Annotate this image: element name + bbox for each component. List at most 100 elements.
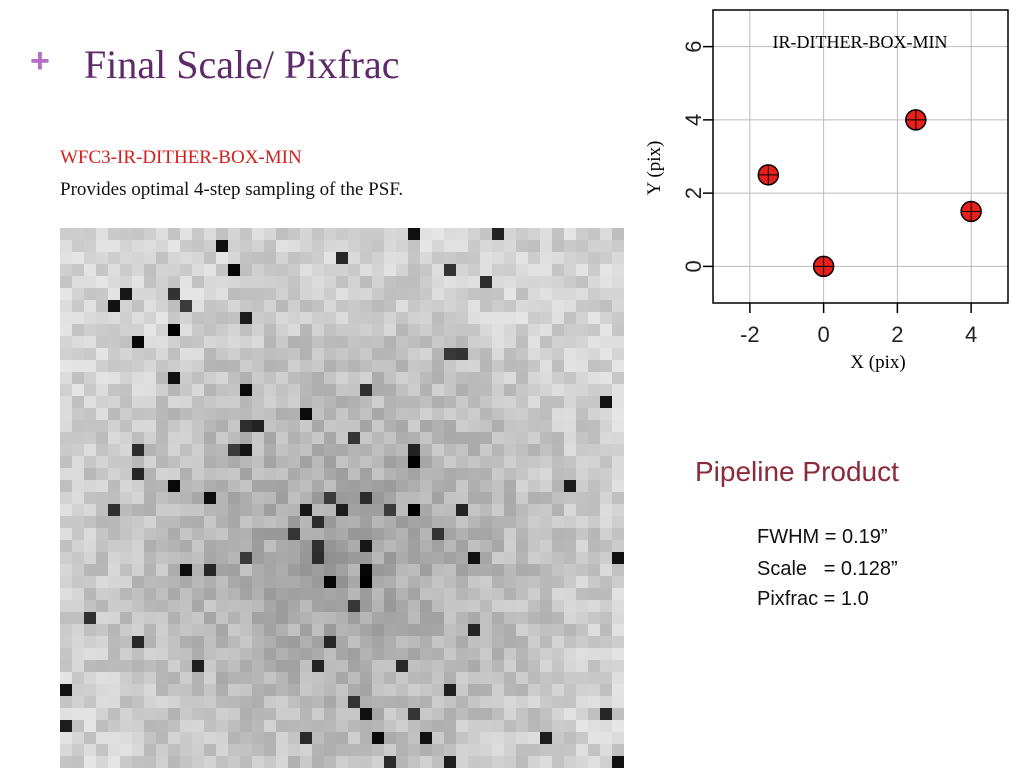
image-pixel — [468, 372, 480, 384]
image-pixel — [336, 612, 348, 624]
image-pixel — [504, 252, 516, 264]
image-pixel — [312, 420, 324, 432]
image-pixel — [552, 408, 564, 420]
image-pixel — [192, 324, 204, 336]
image-pixel — [540, 396, 552, 408]
image-pixel — [564, 456, 576, 468]
image-pixel — [252, 480, 264, 492]
image-pixel — [240, 396, 252, 408]
image-pixel — [264, 468, 276, 480]
image-pixel — [432, 516, 444, 528]
image-pixel — [276, 384, 288, 396]
image-pixel — [240, 276, 252, 288]
image-pixel — [492, 312, 504, 324]
image-pixel — [228, 396, 240, 408]
image-pixel — [264, 492, 276, 504]
image-pixel — [108, 468, 120, 480]
image-pixel — [432, 372, 444, 384]
image-pixel — [540, 744, 552, 756]
image-pixel — [384, 372, 396, 384]
image-pixel — [468, 528, 480, 540]
image-pixel — [552, 744, 564, 756]
image-pixel — [84, 576, 96, 588]
image-pixel — [528, 756, 540, 768]
image-pixel — [456, 516, 468, 528]
image-pixel — [240, 648, 252, 660]
image-pixel — [108, 600, 120, 612]
image-pixel — [612, 336, 624, 348]
image-pixel — [72, 468, 84, 480]
image-pixel — [252, 384, 264, 396]
image-pixel — [588, 240, 600, 252]
image-pixel — [252, 504, 264, 516]
image-pixel — [192, 540, 204, 552]
image-pixel — [420, 684, 432, 696]
image-pixel — [552, 372, 564, 384]
image-pixel — [216, 504, 228, 516]
image-pixel — [516, 600, 528, 612]
image-pixel — [384, 588, 396, 600]
image-pixel — [456, 312, 468, 324]
image-pixel — [480, 576, 492, 588]
image-pixel — [408, 480, 420, 492]
image-pixel — [180, 504, 192, 516]
image-pixel — [408, 552, 420, 564]
image-pixel — [432, 612, 444, 624]
image-pixel — [324, 252, 336, 264]
image-pixel — [612, 360, 624, 372]
image-pixel — [492, 564, 504, 576]
image-pixel — [564, 708, 576, 720]
image-pixel — [336, 588, 348, 600]
image-pixel — [504, 396, 516, 408]
image-pixel — [480, 684, 492, 696]
image-pixel — [552, 576, 564, 588]
image-pixel — [156, 720, 168, 732]
image-pixel — [120, 732, 132, 744]
image-pixel — [576, 336, 588, 348]
image-pixel — [528, 696, 540, 708]
image-pixel — [564, 720, 576, 732]
image-pixel — [420, 348, 432, 360]
image-pixel — [192, 516, 204, 528]
image-pixel — [576, 672, 588, 684]
image-pixel — [120, 288, 132, 300]
image-pixel — [336, 456, 348, 468]
image-pixel — [528, 528, 540, 540]
image-pixel — [180, 648, 192, 660]
image-pixel — [444, 504, 456, 516]
image-pixel — [348, 624, 360, 636]
image-pixel — [384, 612, 396, 624]
image-pixel — [84, 516, 96, 528]
image-pixel — [132, 300, 144, 312]
image-pixel — [312, 444, 324, 456]
image-pixel — [132, 480, 144, 492]
image-pixel — [60, 708, 72, 720]
image-pixel — [564, 264, 576, 276]
image-pixel — [552, 360, 564, 372]
image-pixel — [168, 624, 180, 636]
image-pixel — [144, 396, 156, 408]
image-pixel — [420, 276, 432, 288]
image-pixel — [108, 408, 120, 420]
image-pixel — [288, 492, 300, 504]
image-pixel — [528, 708, 540, 720]
image-pixel — [600, 324, 612, 336]
image-pixel — [444, 732, 456, 744]
image-pixel — [528, 720, 540, 732]
image-pixel — [552, 756, 564, 768]
image-pixel — [528, 492, 540, 504]
image-pixel — [612, 324, 624, 336]
image-pixel — [492, 408, 504, 420]
image-pixel — [324, 744, 336, 756]
image-pixel — [600, 264, 612, 276]
image-pixel — [204, 264, 216, 276]
image-pixel — [420, 288, 432, 300]
image-pixel — [504, 744, 516, 756]
image-pixel — [288, 360, 300, 372]
image-pixel — [60, 684, 72, 696]
image-pixel — [456, 276, 468, 288]
image-pixel — [336, 696, 348, 708]
image-pixel — [108, 744, 120, 756]
image-pixel — [216, 576, 228, 588]
image-pixel — [84, 432, 96, 444]
